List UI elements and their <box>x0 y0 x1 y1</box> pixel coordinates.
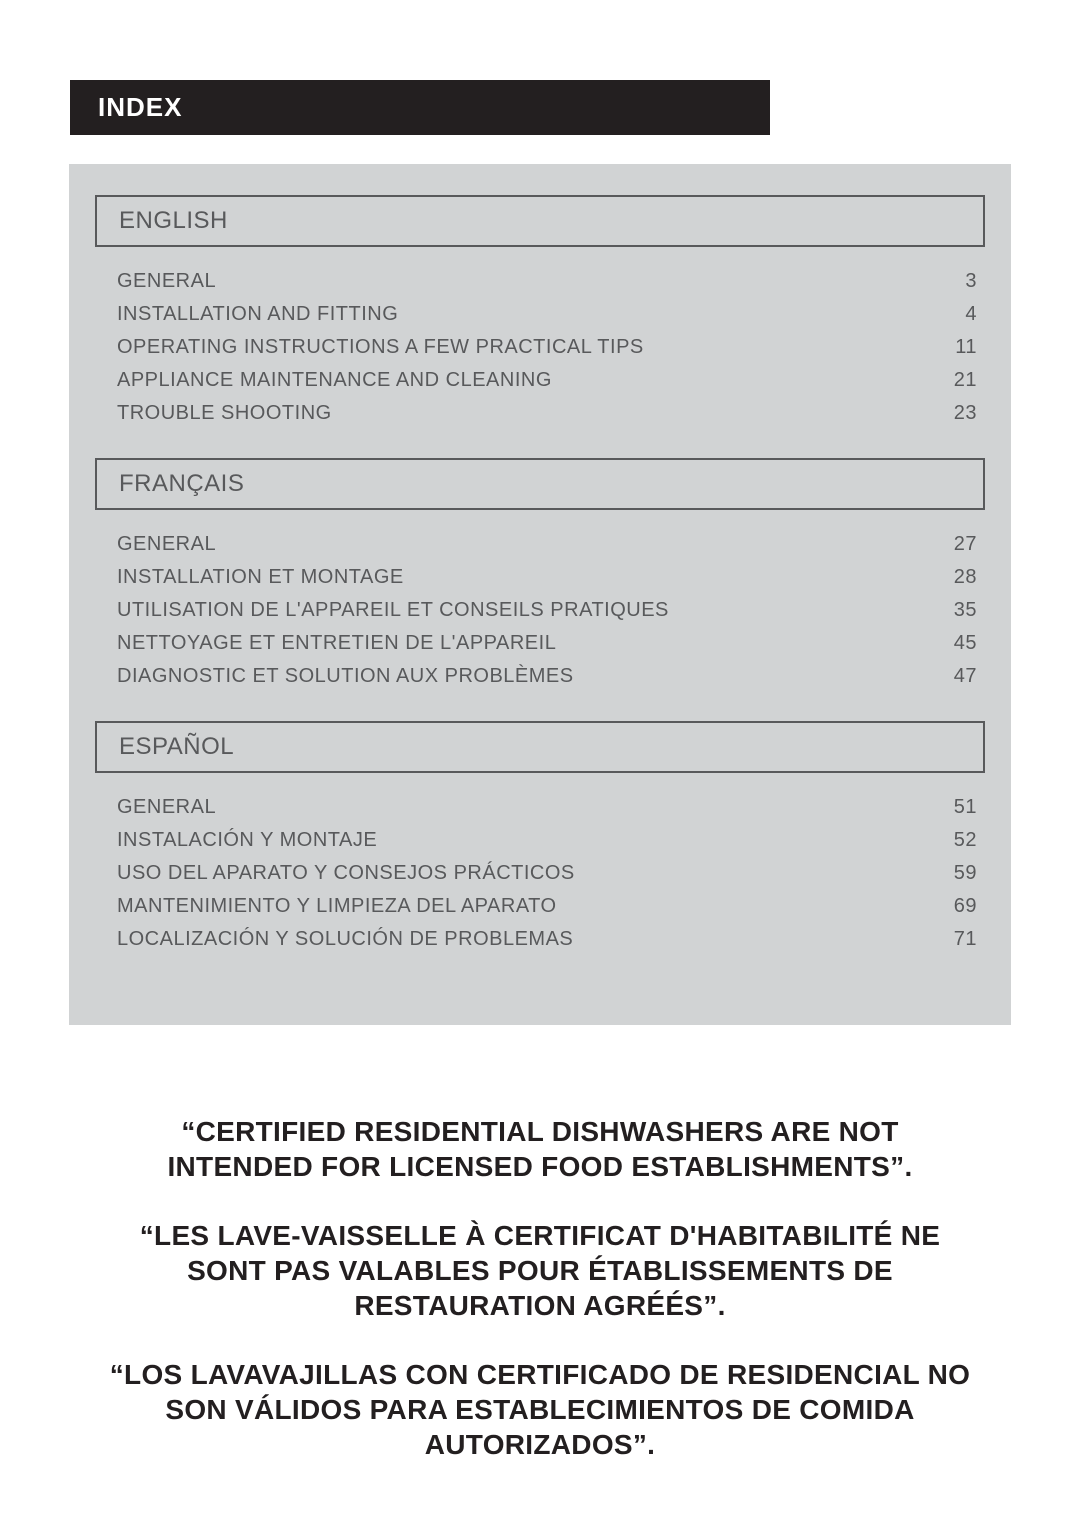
toc-row: LOCALIZACIÓN Y SOLUCIÓN DE PROBLEMAS 71 <box>95 923 985 956</box>
toc-row: MANTENIMIENTO Y LIMPIEZA DEL APARATO 69 <box>95 890 985 923</box>
toc-title: USO DEL APARATO Y CONSEJOS PRÁCTICOS <box>117 857 917 890</box>
language-heading-english: ENGLISH <box>95 195 985 247</box>
toc-title: INSTALLATION AND FITTING <box>117 298 917 331</box>
toc-row: GENERAL 51 <box>95 791 985 824</box>
notice-spanish: “LOS LAVAVAJILLAS CON CERTIFICADO DE RES… <box>105 1357 975 1462</box>
toc-page: 27 <box>917 528 977 561</box>
toc-row: NETTOYAGE ET ENTRETIEN DE L'APPAREIL 45 <box>95 627 985 660</box>
toc-list-espanol: GENERAL 51 INSTALACIÓN Y MONTAJE 52 USO … <box>95 791 985 956</box>
toc-row: USO DEL APARATO Y CONSEJOS PRÁCTICOS 59 <box>95 857 985 890</box>
toc-title: TROUBLE SHOOTING <box>117 397 917 430</box>
toc-page: 59 <box>917 857 977 890</box>
notice-french: “LES LAVE-VAISSELLE À CERTIFICAT D'HABIT… <box>105 1218 975 1323</box>
toc-title: NETTOYAGE ET ENTRETIEN DE L'APPAREIL <box>117 627 917 660</box>
toc-panel: ENGLISH GENERAL 3 INSTALLATION AND FITTI… <box>70 165 1010 1024</box>
toc-page: 21 <box>917 364 977 397</box>
language-label: ENGLISH <box>119 207 228 234</box>
toc-page: 69 <box>917 890 977 923</box>
toc-title: GENERAL <box>117 265 917 298</box>
toc-page: 47 <box>917 660 977 693</box>
toc-title: OPERATING INSTRUCTIONS A FEW PRACTICAL T… <box>117 331 917 364</box>
index-header: INDEX <box>70 80 770 135</box>
toc-title: LOCALIZACIÓN Y SOLUCIÓN DE PROBLEMAS <box>117 923 917 956</box>
notices-block: “CERTIFIED RESIDENTIAL DISHWASHERS ARE N… <box>70 1114 1010 1462</box>
toc-row: INSTALLATION ET MONTAGE 28 <box>95 561 985 594</box>
toc-row: DIAGNOSTIC ET SOLUTION AUX PROBLÈMES 47 <box>95 660 985 693</box>
toc-title: GENERAL <box>117 528 917 561</box>
toc-row: UTILISATION DE L'APPAREIL ET CONSEILS PR… <box>95 594 985 627</box>
toc-row: INSTALLATION AND FITTING 4 <box>95 298 985 331</box>
toc-page: 3 <box>917 265 977 298</box>
toc-page: 35 <box>917 594 977 627</box>
toc-page: 45 <box>917 627 977 660</box>
toc-page: 11 <box>917 331 977 364</box>
language-label: FRANÇAIS <box>119 470 244 497</box>
index-header-text: INDEX <box>98 92 182 122</box>
language-label: ESPAÑOL <box>119 733 234 760</box>
toc-list-english: GENERAL 3 INSTALLATION AND FITTING 4 OPE… <box>95 265 985 430</box>
toc-page: 51 <box>917 791 977 824</box>
toc-page: 71 <box>917 923 977 956</box>
language-heading-francais: FRANÇAIS <box>95 458 985 510</box>
toc-title: APPLIANCE MAINTENANCE AND CLEANING <box>117 364 917 397</box>
toc-title: DIAGNOSTIC ET SOLUTION AUX PROBLÈMES <box>117 660 917 693</box>
toc-page: 28 <box>917 561 977 594</box>
toc-title: UTILISATION DE L'APPAREIL ET CONSEILS PR… <box>117 594 917 627</box>
toc-row: GENERAL 27 <box>95 528 985 561</box>
toc-list-francais: GENERAL 27 INSTALLATION ET MONTAGE 28 UT… <box>95 528 985 693</box>
document-page: INDEX ENGLISH GENERAL 3 INSTALLATION AND… <box>0 0 1080 1536</box>
toc-row: OPERATING INSTRUCTIONS A FEW PRACTICAL T… <box>95 331 985 364</box>
notice-english: “CERTIFIED RESIDENTIAL DISHWASHERS ARE N… <box>105 1114 975 1184</box>
toc-title: INSTALACIÓN Y MONTAJE <box>117 824 917 857</box>
toc-page: 23 <box>917 397 977 430</box>
toc-title: GENERAL <box>117 791 917 824</box>
toc-page: 52 <box>917 824 977 857</box>
toc-row: GENERAL 3 <box>95 265 985 298</box>
toc-row: INSTALACIÓN Y MONTAJE 52 <box>95 824 985 857</box>
toc-page: 4 <box>917 298 977 331</box>
toc-title: INSTALLATION ET MONTAGE <box>117 561 917 594</box>
toc-row: TROUBLE SHOOTING 23 <box>95 397 985 430</box>
language-heading-espanol: ESPAÑOL <box>95 721 985 773</box>
toc-row: APPLIANCE MAINTENANCE AND CLEANING 21 <box>95 364 985 397</box>
toc-title: MANTENIMIENTO Y LIMPIEZA DEL APARATO <box>117 890 917 923</box>
